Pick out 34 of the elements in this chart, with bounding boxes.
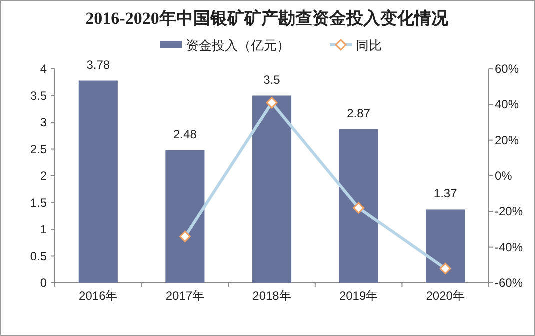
bar [166, 150, 205, 283]
y-tick-label: 1.5 [30, 196, 48, 210]
x-tick-label: 2017年 [166, 289, 205, 303]
chart-title: 2016-2020年中国银矿矿产勘查资金投入变化情况 [86, 9, 450, 28]
y-tick-label: 0 [40, 276, 48, 290]
y-tick-label: 3.5 [30, 88, 48, 103]
x-tick-label: 2018年 [252, 289, 292, 303]
legend-label: 资金投入（亿元） [186, 38, 290, 53]
y-tick-label: 2 [40, 169, 48, 183]
data-label: 1.37 [434, 186, 458, 201]
bar [426, 210, 466, 283]
y2-tick-label: -60% [495, 276, 524, 290]
x-tick-label: 2020年 [426, 289, 465, 303]
y2-tick-label: -20% [495, 204, 524, 219]
data-label: 3.5 [264, 72, 281, 87]
data-label: 2.87 [347, 106, 371, 120]
y-tick-label: 0.5 [30, 249, 48, 264]
y2-tick-label: 0% [495, 169, 513, 183]
y-tick-label: 3 [40, 116, 48, 130]
y-tick-label: 1 [40, 222, 48, 236]
x-tick-label: 2019年 [339, 289, 378, 303]
y2-tick-label: 60% [495, 62, 520, 76]
y-tick-label: 2.5 [30, 142, 48, 156]
y2-tick-label: 40% [495, 98, 520, 112]
data-label: 3.78 [86, 58, 110, 72]
y2-tick-label: 20% [495, 133, 520, 148]
bar [252, 96, 292, 283]
data-label: 2.48 [174, 127, 198, 142]
bar [339, 129, 378, 283]
y-tick-label: 4 [40, 62, 48, 76]
x-tick-label: 2016年 [79, 289, 118, 303]
bar [78, 80, 118, 283]
legend-label: 同比 [356, 38, 382, 53]
y2-tick-label: -40% [495, 240, 524, 254]
